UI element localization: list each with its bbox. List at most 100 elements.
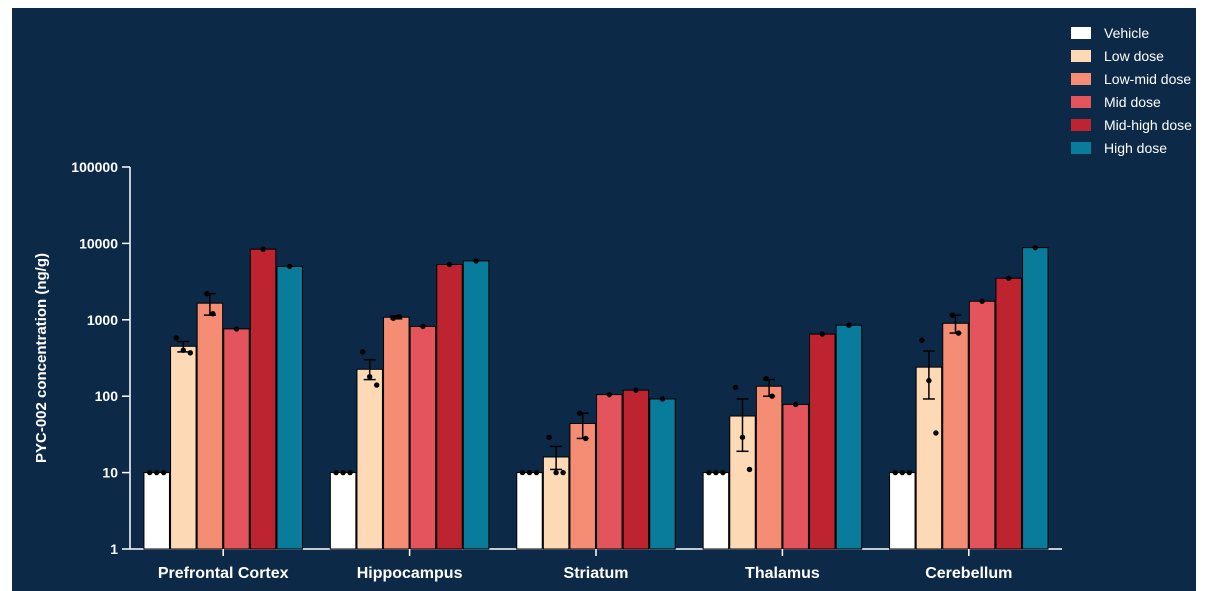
bar [223, 328, 250, 550]
legend-label: High dose [1104, 140, 1167, 156]
data-point [360, 349, 366, 355]
x-tick-label: Hippocampus [357, 565, 463, 582]
data-point [340, 469, 346, 476]
data-point [846, 322, 852, 328]
bar [249, 248, 277, 550]
data-point [446, 261, 453, 268]
data-point [396, 313, 402, 320]
bar [276, 265, 303, 550]
bar [622, 389, 650, 550]
bar [596, 394, 623, 550]
data-point [713, 469, 719, 476]
y-tick-label: 100 [95, 388, 119, 404]
data-point [260, 246, 266, 252]
data-point [583, 435, 589, 442]
data-point [390, 315, 396, 321]
data-point [739, 434, 746, 440]
data-point [899, 469, 905, 476]
data-point [374, 382, 380, 388]
bar [729, 415, 756, 550]
y-tick-label: 1000 [87, 312, 118, 328]
legend-swatch [1071, 119, 1091, 131]
bar [755, 385, 783, 550]
bar [170, 345, 197, 550]
y-tick-label: 10 [102, 465, 118, 481]
x-tick-label: Thalamus [745, 565, 820, 582]
data-point [173, 335, 179, 341]
legend-swatch [1071, 96, 1091, 108]
data-point [210, 311, 216, 317]
data-point [154, 469, 160, 476]
bar [995, 277, 1022, 550]
data-point [420, 323, 426, 330]
legend-label: Low dose [1104, 48, 1164, 64]
bar [968, 300, 996, 550]
data-point [819, 331, 825, 337]
data-point [1032, 244, 1039, 251]
data-point [546, 434, 552, 440]
data-point [204, 290, 210, 297]
data-point [706, 469, 712, 476]
data-point [347, 469, 353, 476]
data-point [633, 387, 639, 393]
legend-swatch [1071, 73, 1091, 85]
data-point [906, 469, 912, 476]
bar [889, 472, 916, 550]
bar [383, 316, 410, 550]
data-point [892, 469, 898, 476]
data-point [746, 466, 753, 473]
x-tick-label: Cerebellum [925, 565, 1012, 582]
data-point [533, 469, 540, 476]
bar [702, 472, 730, 550]
bar [409, 325, 437, 550]
legend-label: Vehicle [1104, 25, 1149, 41]
bar [516, 472, 543, 550]
bar [835, 324, 863, 550]
data-point [949, 312, 956, 318]
data-point [233, 326, 240, 332]
legend-swatch [1071, 142, 1091, 154]
x-tick-label: Striatum [564, 565, 629, 582]
legend-label: Mid-high dose [1104, 117, 1192, 133]
data-point [955, 330, 962, 336]
data-point [763, 375, 769, 382]
bar [1022, 247, 1049, 550]
data-point [933, 430, 939, 436]
data-point [1006, 275, 1012, 281]
bar [356, 368, 383, 550]
data-point [793, 401, 799, 408]
data-point [553, 469, 559, 476]
data-point [333, 469, 339, 476]
data-point [979, 298, 985, 304]
bar [196, 302, 224, 550]
y-tick-label: 100000 [71, 159, 118, 175]
legend-swatch [1071, 50, 1091, 62]
data-point [147, 469, 153, 476]
data-point [732, 384, 739, 391]
bar [782, 403, 809, 550]
data-point [287, 263, 293, 270]
data-point [473, 258, 479, 264]
data-point [526, 469, 533, 476]
bar [649, 398, 676, 550]
data-point [919, 337, 925, 343]
data-point [926, 377, 932, 384]
bar [143, 472, 170, 550]
y-tick-label: 1 [110, 541, 118, 557]
data-point [606, 391, 612, 398]
data-point [180, 347, 186, 353]
y-axis-label: PYC-002 concentration (ng/g) [33, 253, 50, 463]
data-point [161, 469, 167, 476]
legend-label: Low-mid dose [1104, 71, 1191, 87]
x-tick-label: Prefrontal Cortex [158, 565, 289, 582]
data-point [519, 469, 526, 476]
data-point [659, 396, 666, 402]
bar [329, 472, 357, 550]
data-point [367, 373, 373, 380]
bar [462, 260, 490, 550]
bar [569, 422, 596, 550]
data-point [560, 469, 566, 476]
bar [436, 263, 463, 550]
